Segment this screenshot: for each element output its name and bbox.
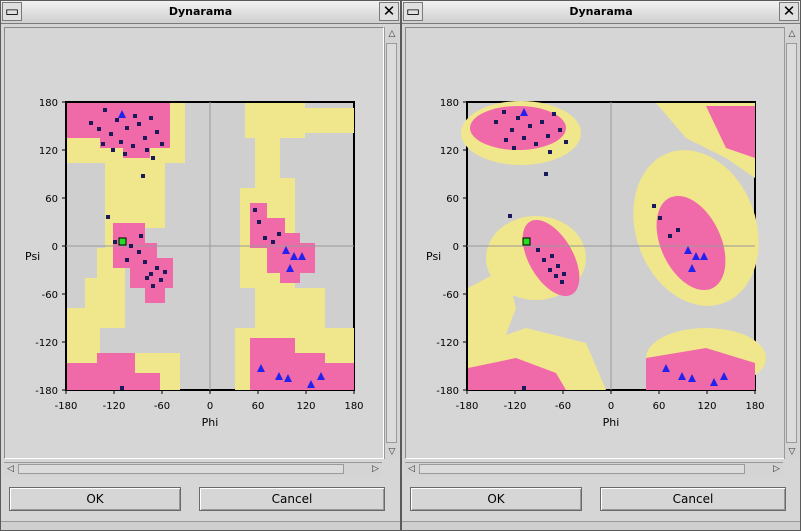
- y-tick-labels: 180 120 60 0 -60 -120 -180: [436, 98, 459, 397]
- scroll-down-icon[interactable]: ▽: [788, 447, 796, 457]
- y-axis-label: Psi: [25, 250, 40, 263]
- status-strip: [402, 521, 800, 530]
- scroll-left-icon[interactable]: ◁: [408, 464, 415, 474]
- x-axis-label: Phi: [603, 416, 620, 429]
- y-tick-label: -120: [35, 338, 58, 349]
- x-tick-label: 120: [296, 401, 315, 412]
- vertical-scrollbar[interactable]: △ ▽: [384, 27, 399, 459]
- x-tick-label: -120: [504, 401, 527, 412]
- scroll-left-icon[interactable]: ◁: [7, 464, 14, 474]
- x-tick-label: -120: [103, 401, 126, 412]
- plot-panel: -180 -120 -60 0 60 120 180 180 120 60 0 …: [405, 27, 785, 459]
- x-tick-label: -60: [154, 401, 170, 412]
- x-tick-label: -180: [55, 401, 78, 412]
- status-strip: [1, 521, 400, 530]
- minimize-icon[interactable]: ▭: [2, 2, 22, 21]
- y-tick-label: 60: [446, 194, 459, 205]
- x-tick-label: 60: [252, 401, 265, 412]
- title-bar[interactable]: ▭ Dynarama ✕: [1, 1, 400, 24]
- scroll-right-icon[interactable]: ▷: [773, 464, 780, 474]
- y-tick-label: -180: [35, 386, 58, 397]
- y-tick-label: 180: [440, 98, 459, 109]
- y-tick-label: 0: [52, 242, 58, 253]
- x-tick-label: -60: [555, 401, 571, 412]
- x-tick-labels: -180 -120 -60 0 60 120 180: [456, 401, 765, 412]
- x-tick-label: 180: [344, 401, 363, 412]
- dynarama-window-2: ▭ Dynarama ✕: [401, 0, 801, 531]
- y-tick-labels: 180 120 60 0 -60 -120 -180: [35, 98, 58, 397]
- y-tick-label: -60: [42, 290, 58, 301]
- vertical-scroll-thumb[interactable]: [386, 43, 397, 443]
- vertical-scroll-thumb[interactable]: [786, 43, 797, 443]
- residue-points: [494, 110, 680, 390]
- ok-button[interactable]: OK: [410, 487, 582, 511]
- close-icon[interactable]: ✕: [779, 2, 799, 21]
- scroll-right-icon[interactable]: ▷: [372, 464, 379, 474]
- glycine-points: [520, 108, 728, 386]
- y-tick-label: 120: [39, 146, 58, 157]
- ramachandran-plot[interactable]: -180 -120 -60 0 60 120 180 180 120 60 0 …: [5, 28, 383, 458]
- horizontal-scroll-thumb[interactable]: [18, 464, 344, 474]
- selected-residue[interactable]: [522, 237, 531, 246]
- y-tick-label: 60: [45, 194, 58, 205]
- window-title: Dynarama: [569, 5, 633, 18]
- selected-residue[interactable]: [118, 237, 127, 246]
- ramachandran-plot[interactable]: -180 -120 -60 0 60 120 180 180 120 60 0 …: [406, 28, 784, 458]
- horizontal-scrollbar[interactable]: ◁ ▷: [4, 462, 382, 476]
- residue-points: [89, 108, 281, 390]
- close-icon[interactable]: ✕: [379, 2, 399, 21]
- y-tick-label: -120: [436, 338, 459, 349]
- horizontal-scroll-thumb[interactable]: [419, 464, 745, 474]
- x-tick-label: 180: [745, 401, 764, 412]
- window-title: Dynarama: [168, 5, 233, 18]
- vertical-scrollbar[interactable]: △ ▽: [784, 27, 799, 459]
- y-tick-label: -60: [443, 290, 459, 301]
- tick-marks: [62, 101, 355, 394]
- x-tick-labels: -180 -120 -60 0 60 120 180: [55, 401, 364, 412]
- x-axis-label: Phi: [202, 416, 219, 429]
- tick-marks: [463, 101, 756, 394]
- dynarama-window-1: ▭ Dynarama ✕: [0, 0, 401, 531]
- horizontal-scrollbar[interactable]: ◁ ▷: [405, 462, 783, 476]
- title-bar[interactable]: ▭ Dynarama ✕: [402, 1, 800, 24]
- y-tick-label: 0: [453, 242, 459, 253]
- scroll-down-icon[interactable]: ▽: [388, 447, 396, 457]
- scroll-up-icon[interactable]: △: [388, 29, 396, 39]
- y-tick-label: 120: [440, 146, 459, 157]
- x-tick-label: 0: [608, 401, 614, 412]
- plot-panel: -180 -120 -60 0 60 120 180 180 120 60 0 …: [4, 27, 384, 459]
- x-tick-label: 60: [653, 401, 666, 412]
- scroll-up-icon[interactable]: △: [788, 29, 796, 39]
- y-tick-label: 180: [39, 98, 58, 109]
- x-tick-label: 120: [697, 401, 716, 412]
- cancel-button[interactable]: Cancel: [600, 487, 786, 511]
- y-axis-label: Psi: [426, 250, 441, 263]
- y-tick-label: -180: [436, 386, 459, 397]
- cancel-button[interactable]: Cancel: [199, 487, 385, 511]
- glycine-points: [118, 110, 325, 388]
- x-tick-label: 0: [207, 401, 213, 412]
- ok-button[interactable]: OK: [9, 487, 181, 511]
- minimize-icon[interactable]: ▭: [403, 2, 423, 21]
- x-tick-label: -180: [456, 401, 479, 412]
